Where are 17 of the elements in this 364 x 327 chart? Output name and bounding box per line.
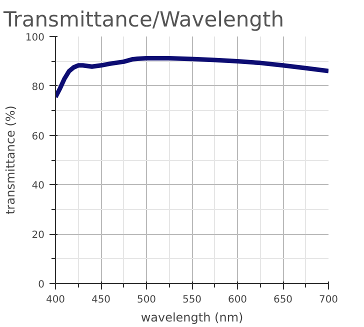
- x-tick-label: 400: [46, 294, 66, 306]
- x-tick-label: 650: [273, 294, 293, 306]
- y-tick-label: 100: [25, 32, 45, 44]
- line-series: [56, 56, 328, 100]
- y-tick-label: 40: [32, 180, 45, 192]
- y-tick-label: 20: [32, 230, 45, 242]
- x-tick-label: 600: [228, 294, 248, 306]
- y-axis-title: transmittance (%): [3, 106, 18, 214]
- x-tick-label: 550: [182, 294, 202, 306]
- y-tick-label: 60: [32, 131, 45, 142]
- x-tick-label: 450: [91, 294, 111, 306]
- x-tick-label: 500: [136, 294, 156, 306]
- y-tick-label: 0: [38, 280, 45, 290]
- chart-title: Transmittance/Wavelength: [2, 8, 284, 32]
- x-axis-title: wavelength (nm): [140, 310, 244, 324]
- x-tick-label: 700: [318, 294, 338, 306]
- y-tick-label: 80: [32, 82, 45, 93]
